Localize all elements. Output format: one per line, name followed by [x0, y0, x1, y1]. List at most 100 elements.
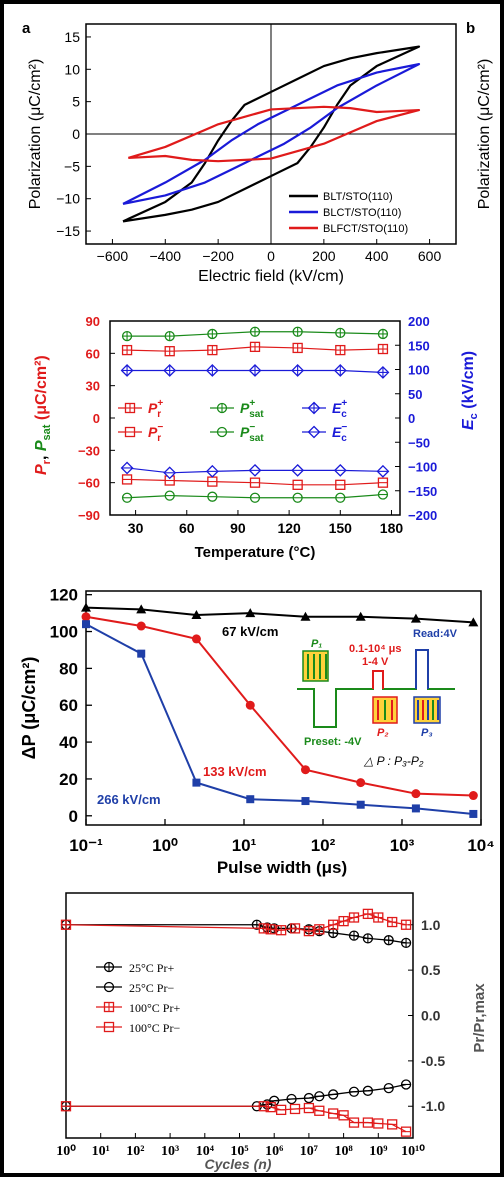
chart4-series-line-3	[66, 1105, 407, 1133]
chart3-x-tick-label: 10⁰	[152, 836, 178, 855]
chart4-y-label: Pr/Pr,max	[471, 983, 488, 1053]
chart3-point-2	[192, 778, 201, 787]
chart3-point-0	[136, 604, 147, 614]
chart4-y-tick-label: 0.0	[421, 1008, 441, 1024]
legend-label-blfct: BLFCT/STO(110)	[323, 223, 408, 235]
chart1-series-line-0	[122, 45, 421, 223]
cycling-endurance-chart: 10⁰ 10¹ 10² 10³ 10⁴ 10⁵ 10⁶ 10⁷ 10⁸ 10⁹ 10¹⁰ 1.0 0.5…	[56, 892, 488, 1172]
pulse-p2	[372, 670, 384, 689]
chart3-series-line-0	[85, 606, 474, 624]
chart3-y-tick-label: 20	[59, 770, 78, 789]
chart2-legend: P+ r P+ sat E+ c P− r P− sat E− c	[118, 398, 347, 444]
chart4-x-tick-label: 10⁹	[369, 1144, 387, 1159]
pulse-scheme-inset: P₁ P₂ P₃ Preset: -4V 0.1-10⁴ μs 1-4 V Re…	[297, 628, 458, 768]
chart2-x-tick-label: 60	[179, 520, 195, 536]
chart2-x-tick-label: 150	[329, 520, 353, 536]
chart1-x-tick-label: 600	[418, 248, 442, 264]
chart3-series-line-2	[85, 623, 474, 815]
chart2-legend-label: E+ c	[332, 398, 347, 420]
inset-read: Read:4V	[413, 628, 458, 640]
chart3-point-2	[301, 797, 310, 806]
chart1-y-tick-label: −15	[56, 223, 80, 239]
chart3-point-1	[411, 789, 421, 799]
chart3-y-tick-label: 0	[69, 807, 78, 826]
chart2-yl-tick-label: −60	[78, 476, 100, 491]
chart3-point-1	[136, 621, 146, 631]
polarization-hysteresis-chart: −600 −400 −200 0 200 400 600 −15 −10 −5 0 5 10 15 BLT…	[27, 23, 493, 285]
chart3-x-tick-label: 10²	[311, 836, 336, 855]
chart3-point-2	[411, 804, 420, 813]
chart1-x-tick-label: 0	[267, 248, 275, 264]
chart4-x-tick-label: 10⁷	[300, 1144, 318, 1159]
p2-cell-icon	[372, 696, 398, 724]
chart2-yr-tick-label: −150	[408, 484, 437, 499]
chart3-y-tick-label: 100	[50, 623, 78, 642]
chart1-y-tick-label: −5	[64, 158, 80, 174]
chart2-legend-label: E− c	[332, 422, 347, 444]
chart1-x-tick-label: −200	[202, 248, 234, 264]
inset-p2: P₂	[377, 727, 389, 739]
chart2-yr-tick-label: 50	[408, 387, 422, 402]
chart2-x-tick-label: 120	[277, 520, 301, 536]
chart3-y-label: ΔP (μC/cm²)	[19, 657, 39, 760]
chart3-point-1	[245, 700, 255, 710]
chart4-x-tick-label: 10⁴	[196, 1144, 215, 1159]
chart2-y-label-right: Ec (kV/cm)	[460, 351, 480, 430]
inset-pulse-voltage: 1-4 V	[362, 656, 389, 668]
chart4-x-tick-label: 10⁶	[265, 1144, 283, 1159]
chart4-x-tick-label: 10⁵	[230, 1144, 248, 1159]
chart1-series-line-2	[127, 105, 421, 163]
chart2-legend-label: P− r	[148, 422, 163, 444]
chart4-legend-label: 25°C Pr−	[129, 981, 174, 995]
chart3-point-1	[81, 612, 91, 622]
chart1-y-tick-label: −10	[56, 191, 80, 207]
chart1-x-tick-label: 200	[312, 248, 336, 264]
chart3-point-2	[137, 649, 146, 658]
chart2-x-tick-label: 90	[230, 520, 246, 536]
chart1-y-label: Polarization (μC/cm²)	[27, 59, 44, 210]
chart2-yr-tick-label: 150	[408, 338, 430, 353]
chart2-x-tick-label: 180	[380, 520, 404, 536]
chart3-x-label: Pulse width (μs)	[217, 858, 347, 877]
chart1-x-tick-label: 400	[365, 248, 389, 264]
chart2-legend-label: P+ sat	[240, 398, 264, 420]
chart2-yl-tick-label: 60	[86, 346, 100, 361]
chart2-yl-tick-label: 30	[86, 379, 100, 394]
p3-cell-icon	[413, 696, 441, 724]
chart3-series-line-1	[85, 615, 474, 797]
label-67kv: 67 kV/cm	[222, 624, 278, 639]
chart3-point-0	[410, 613, 421, 623]
chart3-x-tick-label: 10¹	[232, 836, 257, 855]
chart1-x-tick-label: −600	[97, 248, 129, 264]
legend-label-blt: BLT/STO(110)	[323, 191, 393, 203]
pulse-width-chart: 10⁻¹ 10⁰ 10¹ 10² 10³ 10⁴ 0 20 40 60 80 100 120 67 kV…	[19, 586, 495, 877]
pulse-p3	[415, 649, 429, 689]
chart1-y-label-b: Polarization (μC/cm²)	[476, 59, 493, 210]
chart3-y-tick-label: 60	[59, 696, 78, 715]
chart1-y-tick-label: 5	[72, 94, 80, 110]
p1-cell-icon	[302, 650, 329, 682]
chart3-point-0	[468, 617, 479, 627]
chart3-x-tick-label: 10⁴	[467, 836, 494, 855]
chart2-x-tick-label: 30	[128, 520, 144, 536]
chart2-yr-tick-label: 0	[408, 411, 415, 426]
chart1-x-label: Electric field (kV/cm)	[198, 268, 344, 285]
chart4-x-label: Cycles (n)	[205, 1156, 272, 1172]
chart4-x-tick-label: 10¹	[92, 1144, 110, 1159]
chart4-y-tick-label: 1.0	[421, 917, 441, 933]
chart3-point-2	[356, 800, 365, 809]
inset-pulse-range: 0.1-10⁴ μs	[349, 643, 402, 655]
chart4-legend-label: 25°C Pr+	[129, 961, 174, 975]
label-266kv: 266 kV/cm	[97, 792, 161, 807]
chart1-y-tick-label: 10	[64, 61, 80, 77]
chart3-y-tick-label: 120	[50, 586, 78, 605]
chart4-y-tick-label: -0.5	[421, 1053, 445, 1069]
chart3-point-1	[468, 791, 478, 801]
inset-delta: △ P : P₃-P₂	[363, 754, 424, 768]
chart2-legend-label: P− sat	[240, 422, 264, 444]
chart2-yr-tick-label: −100	[408, 460, 437, 475]
chart1-y-tick-label: 15	[64, 29, 80, 45]
chart1-legend: BLT/STO(110) BLCT/STO(110) BLFCT/STO(110…	[283, 184, 449, 235]
